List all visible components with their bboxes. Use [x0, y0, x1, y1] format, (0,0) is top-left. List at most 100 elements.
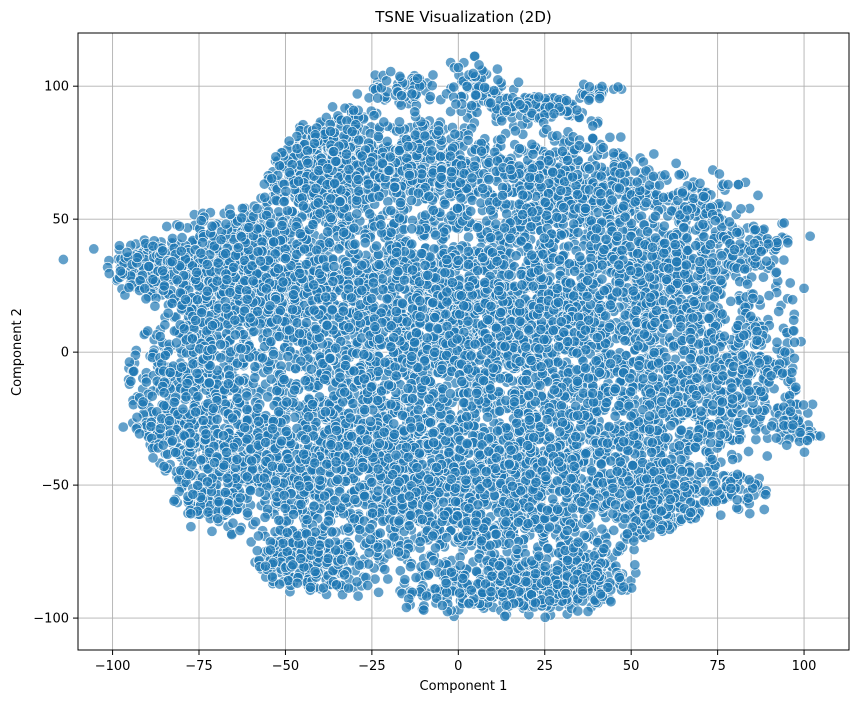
scatter-point — [209, 458, 219, 468]
scatter-point — [325, 126, 335, 136]
scatter-point — [232, 393, 242, 403]
scatter-point — [236, 213, 246, 223]
scatter-point — [279, 374, 289, 384]
scatter-point — [89, 244, 99, 254]
scatter-point — [159, 388, 169, 398]
scatter-point — [242, 391, 252, 401]
scatter-point — [160, 350, 170, 360]
scatter-point — [289, 385, 299, 395]
scatter-point — [147, 391, 157, 401]
scatter-point — [190, 407, 200, 417]
scatter-point — [167, 233, 177, 243]
scatter-point — [187, 334, 197, 344]
scatter-point — [259, 473, 269, 483]
scatter-point — [359, 405, 369, 415]
scatter-point — [260, 512, 270, 522]
scatter-point — [143, 261, 153, 271]
scatter-point — [470, 90, 480, 100]
scatter-point — [347, 126, 357, 136]
scatter-point — [267, 173, 277, 183]
scatter-point — [389, 532, 399, 542]
scatter-point — [202, 286, 212, 296]
scatter-point — [425, 91, 435, 101]
scatter-point — [333, 474, 343, 484]
scatter-point — [290, 363, 300, 373]
scatter-point — [389, 182, 399, 192]
scatter-point — [309, 138, 319, 148]
scatter-point — [233, 242, 243, 252]
scatter-point — [236, 344, 246, 354]
scatter-point — [242, 434, 252, 444]
scatter-point — [303, 158, 313, 168]
scatter-point — [372, 395, 382, 405]
scatter-point — [104, 268, 114, 278]
scatter-point — [313, 198, 323, 208]
scatter-point — [331, 156, 341, 166]
scatter-point — [305, 582, 315, 592]
scatter-point — [167, 436, 177, 446]
scatter-point — [138, 397, 148, 407]
scatter-point — [378, 284, 388, 294]
scatter-point — [221, 447, 231, 457]
scatter-point — [261, 284, 271, 294]
scatter-point — [309, 458, 319, 468]
scatter-point — [480, 82, 490, 92]
scatter-points — [58, 51, 825, 623]
scatter-point — [228, 518, 238, 528]
scatter-point — [201, 429, 211, 439]
scatter-point — [267, 461, 277, 471]
scatter-point — [221, 219, 231, 229]
scatter-point — [193, 391, 203, 401]
scatter-point — [282, 397, 292, 407]
scatter-point — [232, 454, 242, 464]
scatter-point — [315, 208, 325, 218]
scatter-point — [250, 517, 260, 527]
scatter-point — [339, 227, 349, 237]
scatter-point — [124, 282, 134, 292]
scatter-point — [404, 170, 414, 180]
scatter-point — [268, 349, 278, 359]
scatter-point — [140, 283, 150, 293]
scatter-point — [155, 423, 165, 433]
scatter-point — [300, 376, 310, 386]
scatter-point — [214, 497, 224, 507]
scatter-point — [255, 256, 265, 266]
scatter-point — [185, 438, 195, 448]
scatter-point — [263, 392, 273, 402]
scatter-point — [463, 232, 473, 242]
scatter-point — [403, 141, 413, 151]
scatter-point — [190, 315, 200, 325]
scatter-point — [274, 331, 284, 341]
scatter-point — [292, 143, 302, 153]
scatter-point — [295, 268, 305, 278]
scatter-point — [265, 545, 275, 555]
scatter-point — [288, 560, 298, 570]
scatter-point — [244, 222, 254, 232]
scatter-point — [303, 412, 313, 422]
scatter-point — [339, 570, 349, 580]
scatter-point — [449, 82, 459, 92]
scatter-point — [295, 229, 305, 239]
scatter-point — [234, 376, 244, 386]
scatter-point — [373, 131, 383, 141]
scatter-point — [225, 209, 235, 219]
scatter-point — [115, 266, 125, 276]
scatter-point — [280, 253, 290, 263]
scatter-point — [134, 429, 144, 439]
scatter-point — [322, 320, 332, 330]
scatter-point — [129, 366, 139, 376]
scatter-point — [363, 179, 373, 189]
scatter-point — [132, 252, 142, 262]
scatter-point — [311, 183, 321, 193]
scatter-point — [335, 196, 345, 206]
scatter-point — [162, 221, 172, 231]
scatter-point — [277, 220, 287, 230]
scatter-point — [176, 362, 186, 372]
scatter-point — [513, 77, 523, 87]
scatter-point — [323, 553, 333, 563]
scatter-point — [287, 304, 297, 314]
scatter-point — [374, 191, 384, 201]
scatter-point — [157, 266, 167, 276]
scatter-point — [372, 93, 382, 103]
scatter-point — [412, 73, 422, 83]
